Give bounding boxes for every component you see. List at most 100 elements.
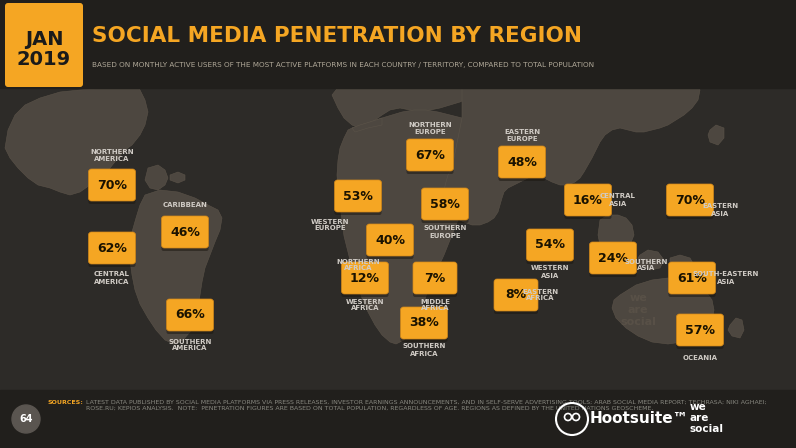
Text: 53%: 53% <box>343 190 373 202</box>
Text: 16%: 16% <box>573 194 603 207</box>
FancyBboxPatch shape <box>494 279 538 311</box>
Polygon shape <box>444 50 700 225</box>
Text: BASED ON MONTHLY ACTIVE USERS OF THE MOST ACTIVE PLATFORMS IN EACH COUNTRY / TER: BASED ON MONTHLY ACTIVE USERS OF THE MOS… <box>92 62 594 68</box>
Text: 61%: 61% <box>677 271 707 284</box>
Text: 66%: 66% <box>175 309 205 322</box>
Text: MIDDLE
AFRICA: MIDDLE AFRICA <box>420 298 450 311</box>
Text: SOUTH-EASTERN
ASIA: SOUTH-EASTERN ASIA <box>693 271 759 284</box>
FancyBboxPatch shape <box>166 299 213 331</box>
Polygon shape <box>638 250 664 270</box>
Text: EASTERN
ASIA: EASTERN ASIA <box>702 203 738 216</box>
Text: CENTRAL
AMERICA: CENTRAL AMERICA <box>94 271 130 284</box>
FancyBboxPatch shape <box>564 184 611 216</box>
FancyBboxPatch shape <box>366 224 413 256</box>
Text: NORTHERN
EUROPE: NORTHERN EUROPE <box>408 121 452 134</box>
FancyBboxPatch shape <box>400 307 447 339</box>
Polygon shape <box>708 125 724 145</box>
Polygon shape <box>352 118 382 132</box>
Text: 54%: 54% <box>535 238 565 251</box>
Text: 38%: 38% <box>409 316 439 329</box>
FancyBboxPatch shape <box>407 139 454 171</box>
FancyBboxPatch shape <box>341 262 388 294</box>
FancyBboxPatch shape <box>366 227 413 259</box>
FancyBboxPatch shape <box>413 265 457 297</box>
Text: SOUTHERN
EUROPE: SOUTHERN EUROPE <box>423 225 466 238</box>
FancyBboxPatch shape <box>498 149 545 181</box>
Text: 64: 64 <box>19 414 33 424</box>
Text: 46%: 46% <box>170 225 200 238</box>
FancyBboxPatch shape <box>407 142 454 174</box>
FancyBboxPatch shape <box>526 229 573 261</box>
Text: NORTHERN
AFRICA: NORTHERN AFRICA <box>336 258 380 271</box>
FancyBboxPatch shape <box>666 187 713 219</box>
FancyBboxPatch shape <box>422 188 469 220</box>
Polygon shape <box>670 255 694 272</box>
FancyBboxPatch shape <box>88 169 135 201</box>
Polygon shape <box>320 55 348 72</box>
Text: 62%: 62% <box>97 241 127 254</box>
Text: 24%: 24% <box>598 251 628 264</box>
Bar <box>0 0 796 88</box>
Polygon shape <box>598 215 634 255</box>
Text: SOURCES:: SOURCES: <box>48 400 84 405</box>
Text: EASTERN
AFRICA: EASTERN AFRICA <box>522 289 558 302</box>
FancyBboxPatch shape <box>88 172 135 204</box>
FancyBboxPatch shape <box>666 184 713 216</box>
Text: EASTERN
EUROPE: EASTERN EUROPE <box>504 129 540 142</box>
FancyBboxPatch shape <box>88 235 135 267</box>
Text: LATEST DATA PUBLISHED BY SOCIAL MEDIA PLATFORMS VIA PRESS RELEASES, INVESTOR EAR: LATEST DATA PUBLISHED BY SOCIAL MEDIA PL… <box>86 400 767 411</box>
Polygon shape <box>612 278 714 344</box>
Text: OCEANIA: OCEANIA <box>682 355 717 361</box>
FancyBboxPatch shape <box>677 317 724 349</box>
FancyBboxPatch shape <box>166 302 213 334</box>
Text: 58%: 58% <box>430 198 460 211</box>
Text: NORTHERN
AMERICA: NORTHERN AMERICA <box>90 148 134 161</box>
Text: we
are
social: we are social <box>620 293 656 327</box>
FancyBboxPatch shape <box>669 262 716 294</box>
Text: Hootsuite™: Hootsuite™ <box>590 412 689 426</box>
Text: 7%: 7% <box>424 271 446 284</box>
Polygon shape <box>130 190 222 344</box>
Circle shape <box>12 405 40 433</box>
Text: WESTERN
EUROPE: WESTERN EUROPE <box>310 219 349 232</box>
FancyBboxPatch shape <box>498 146 545 178</box>
Text: 12%: 12% <box>350 271 380 284</box>
FancyBboxPatch shape <box>669 265 716 297</box>
FancyBboxPatch shape <box>162 219 209 251</box>
Text: JAN: JAN <box>25 30 63 48</box>
Polygon shape <box>332 60 482 128</box>
FancyBboxPatch shape <box>341 265 388 297</box>
Polygon shape <box>170 172 185 183</box>
Polygon shape <box>337 110 484 344</box>
FancyBboxPatch shape <box>5 3 83 87</box>
Polygon shape <box>145 165 168 190</box>
Polygon shape <box>5 80 148 195</box>
Text: CARIBBEAN: CARIBBEAN <box>162 202 208 208</box>
FancyBboxPatch shape <box>413 262 457 294</box>
Polygon shape <box>728 318 744 338</box>
Text: WESTERN
ASIA: WESTERN ASIA <box>531 266 569 279</box>
FancyBboxPatch shape <box>590 242 637 274</box>
Text: 70%: 70% <box>97 178 127 191</box>
Text: 57%: 57% <box>685 323 715 336</box>
Text: we
are
social: we are social <box>690 402 724 434</box>
FancyBboxPatch shape <box>590 245 637 277</box>
FancyBboxPatch shape <box>677 314 724 346</box>
FancyBboxPatch shape <box>400 310 447 342</box>
FancyBboxPatch shape <box>162 216 209 248</box>
Text: SOUTHERN
AFRICA: SOUTHERN AFRICA <box>402 344 446 357</box>
Text: SOUTHERN
ASIA: SOUTHERN ASIA <box>624 258 668 271</box>
FancyBboxPatch shape <box>526 232 573 264</box>
Text: 67%: 67% <box>415 148 445 161</box>
Polygon shape <box>115 50 165 80</box>
FancyBboxPatch shape <box>564 187 611 219</box>
Text: CENTRAL
ASIA: CENTRAL ASIA <box>600 194 636 207</box>
Text: WESTERN
AFRICA: WESTERN AFRICA <box>345 298 384 311</box>
Bar <box>0 390 796 448</box>
FancyBboxPatch shape <box>334 183 381 215</box>
Text: 40%: 40% <box>375 233 405 246</box>
FancyBboxPatch shape <box>88 232 135 264</box>
Polygon shape <box>374 32 442 70</box>
Text: 2019: 2019 <box>17 49 71 69</box>
Text: SOUTHERN
AMERICA: SOUTHERN AMERICA <box>168 339 212 352</box>
